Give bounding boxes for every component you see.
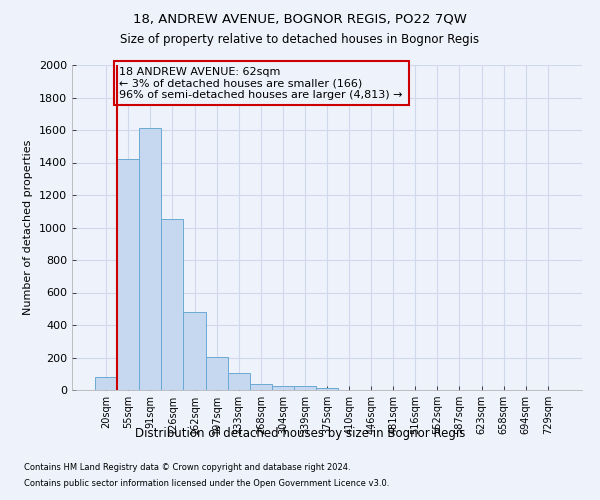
Bar (227, 373, 250, 390)
Bar (184, 312, 206, 390)
Y-axis label: Number of detached properties: Number of detached properties (23, 140, 34, 315)
Bar (95, 377, 117, 390)
Text: Contains HM Land Registry data © Crown copyright and database right 2024.: Contains HM Land Registry data © Crown c… (24, 464, 350, 472)
Text: Contains public sector information licensed under the Open Government Licence v3: Contains public sector information licen… (24, 478, 389, 488)
Bar (161, 220, 184, 390)
Text: 18, ANDREW AVENUE, BOGNOR REGIS, PO22 7QW: 18, ANDREW AVENUE, BOGNOR REGIS, PO22 7Q… (133, 12, 467, 26)
Bar (250, 384, 272, 390)
Bar (139, 128, 161, 390)
Bar (294, 386, 316, 390)
Bar (272, 386, 294, 390)
Bar (316, 388, 338, 390)
Text: Size of property relative to detached houses in Bognor Regis: Size of property relative to detached ho… (121, 32, 479, 46)
Text: Distribution of detached houses by size in Bognor Regis: Distribution of detached houses by size … (135, 428, 465, 440)
Text: 18 ANDREW AVENUE: 62sqm
← 3% of detached houses are smaller (166)
96% of semi-de: 18 ANDREW AVENUE: 62sqm ← 3% of detached… (119, 66, 403, 100)
Bar (117, 159, 139, 390)
Bar (206, 356, 227, 390)
